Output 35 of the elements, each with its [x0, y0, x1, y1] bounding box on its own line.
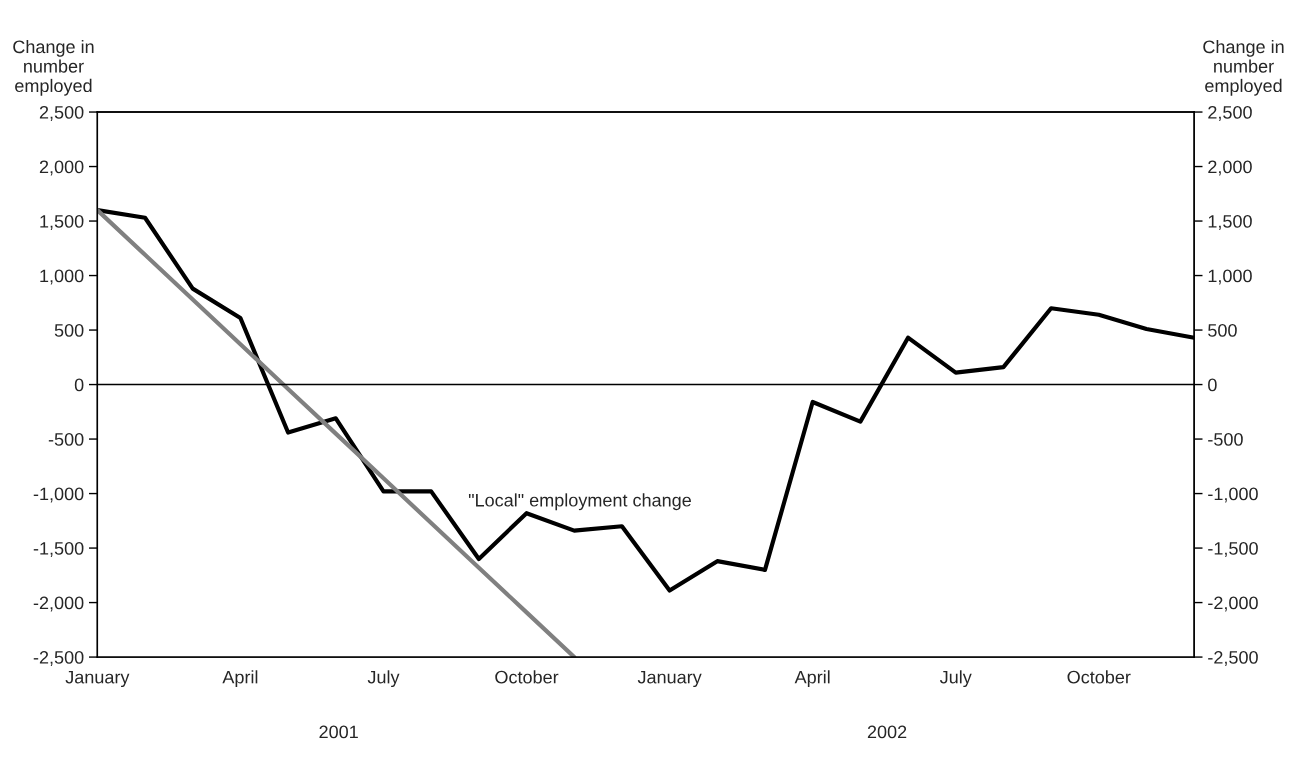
y-tick-label: 0	[74, 378, 84, 392]
x-tick-label: October	[1067, 670, 1131, 684]
y2-tick-label: 1,000	[1208, 269, 1252, 285]
x-tick-label: January	[65, 670, 130, 688]
y2-tick-label: -2,000	[1208, 596, 1258, 612]
y-tick-label: 2,000	[39, 160, 84, 176]
y-tick-label: -1,000	[33, 487, 84, 503]
text: 2002	[867, 725, 907, 739]
y2-tick-label: -1,500	[1208, 542, 1258, 557]
x-tick-label: April	[222, 670, 258, 688]
y-tick-label: 2,500	[39, 105, 84, 121]
annotation: "Local" employment change	[468, 493, 691, 511]
y-tick-label: -500	[48, 432, 84, 446]
text: 2001	[319, 725, 358, 739]
x-tick-label: April	[794, 670, 830, 688]
y-tick-label: 1,000	[40, 269, 84, 285]
y-tick-label: 1,500	[40, 214, 84, 230]
y2-axis-title: Change in number employed	[1203, 39, 1284, 96]
y-tick-label: -2,000	[33, 596, 84, 612]
y2-tick-label: 2,500	[1208, 105, 1252, 121]
y-tick-label: -2,500	[33, 651, 84, 666]
x-tick-label: July	[367, 670, 400, 688]
x-tick-label: October	[495, 670, 559, 684]
y2-tick-label: -2,500	[1208, 651, 1258, 666]
y2-tick-label: -500	[1208, 432, 1243, 446]
y-tick-label: 500	[54, 323, 84, 337]
y-axis-title: Change in number employed	[13, 39, 94, 96]
y2-tick-label: 500	[1208, 323, 1237, 337]
y2-tick-label: 1,500	[1208, 214, 1252, 230]
y2-tick-label: -1,000	[1208, 487, 1258, 503]
x-tick-label: January	[637, 670, 702, 688]
y-tick-label: -1,500	[33, 542, 84, 557]
y2-tick-label: 0	[1208, 378, 1217, 392]
y2-tick-label: 2,000	[1208, 160, 1252, 176]
x-tick-label: July	[939, 670, 972, 688]
